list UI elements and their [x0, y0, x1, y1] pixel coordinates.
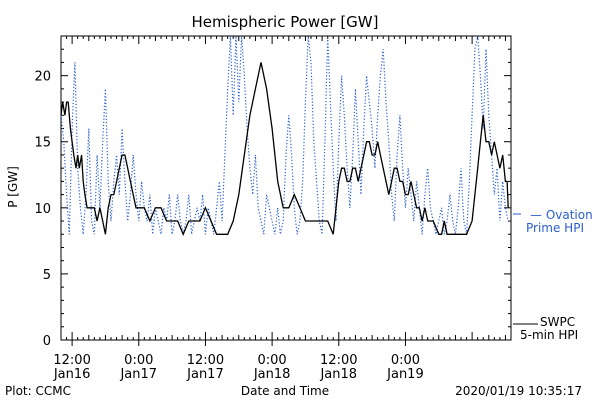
y-tick-label: 10: [34, 202, 51, 217]
legend-swpc-line1: SWPC: [540, 315, 575, 329]
x-tick-time-label: 0:00: [391, 353, 420, 368]
x-axis-label: Date and Time: [241, 384, 329, 398]
x-axis-ticks: 12:00Jan160:00Jan1712:00Jan170:00Jan1812…: [53, 36, 512, 382]
y-tick-label: 20: [34, 70, 51, 85]
legend-ovation-line2: Prime HPI: [526, 221, 584, 235]
x-tick-time-label: 12:00: [187, 353, 224, 368]
x-tick-date-label: Jan17: [119, 367, 157, 382]
y-tick-label: 15: [34, 136, 51, 151]
x-tick-time-label: 12:00: [320, 353, 357, 368]
x-tick-date-label: Jan16: [53, 367, 91, 382]
ovation-series-line: [60, 35, 509, 235]
legend-swpc-line2: 5-min HPI: [520, 328, 578, 342]
x-tick-time-label: 0:00: [124, 353, 153, 368]
x-tick-date-label: Jan17: [186, 367, 224, 382]
legend-ovation-line1: — Ovation: [530, 208, 593, 222]
x-tick-time-label: 0:00: [258, 353, 287, 368]
plot-frame: [60, 35, 512, 341]
x-tick-date-label: Jan19: [386, 367, 424, 382]
footer-timestamp: 2020/01/19 10:35:17: [455, 384, 582, 398]
y-tick-label: 0: [43, 334, 51, 349]
x-tick-date-label: Jan18: [319, 367, 357, 382]
series-layer: [60, 35, 509, 236]
y-axis-label: P [GW]: [6, 166, 20, 208]
y-tick-label: 5: [43, 268, 51, 283]
footer-credit: Plot: CCMC: [5, 384, 71, 398]
swpc-series-line: [60, 62, 509, 236]
y-axis-ticks: 0 5 10 15 20: [34, 35, 511, 349]
x-tick-time-label: 12:00: [53, 353, 90, 368]
x-tick-date-label: Jan18: [253, 367, 291, 382]
chart-title: Hemispheric Power [GW]: [192, 13, 379, 31]
